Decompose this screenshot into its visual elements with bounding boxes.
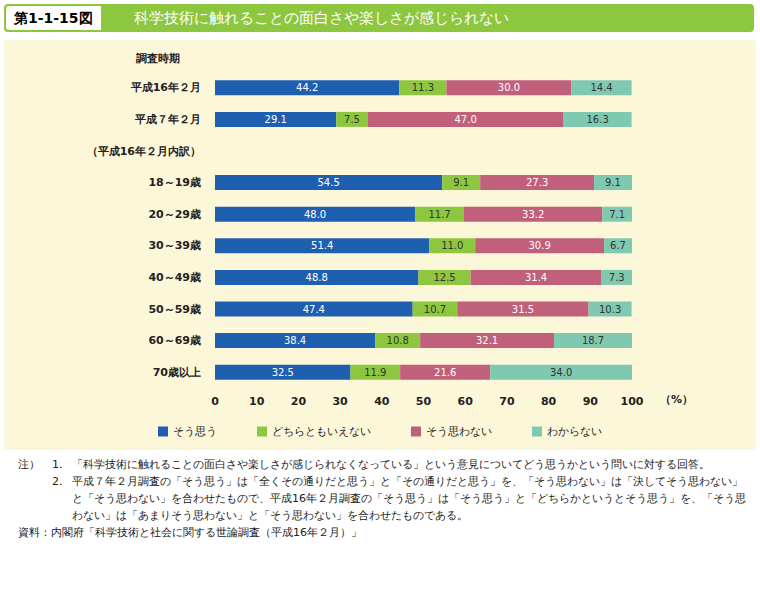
html-text:注）: 注） [18,458,40,471]
svg-text:30.0: 30.0 [498,82,520,93]
svg-text:30.9: 30.9 [529,240,551,251]
svg-text:40～49歳: 40～49歳 [148,271,201,284]
svg-text:どちらともいえない: どちらともいえない [272,425,371,438]
svg-text:32.1: 32.1 [476,335,498,346]
svg-text:18～19歳: 18～19歳 [148,176,201,189]
svg-text:80: 80 [541,395,557,408]
html-text:平成７年２月調査の「そう思う」は「全くその通りだと思う」と「: 平成７年２月調査の「そう思う」は「全くその通りだと思う」と「その通りだと思う」を… [72,475,746,522]
svg-text:7.1: 7.1 [609,209,625,220]
svg-text:7.5: 7.5 [344,114,360,125]
svg-text:60: 60 [458,395,474,408]
svg-text:そう思わない: そう思わない [426,425,492,438]
svg-text:48.8: 48.8 [306,272,328,283]
svg-text:40: 40 [374,395,390,408]
svg-text:100: 100 [621,395,644,408]
svg-text:70歳以上: 70歳以上 [153,366,201,379]
svg-text:11.3: 11.3 [412,82,434,93]
svg-text:10.7: 10.7 [424,304,446,315]
svg-text:11.7: 11.7 [428,209,450,220]
svg-text:31.4: 31.4 [525,272,547,283]
svg-text:51.4: 51.4 [311,240,333,251]
svg-text:7.3: 7.3 [609,272,625,283]
html-text:第1-1-15図: 第1-1-15図 [14,10,93,26]
svg-text:そう思う: そう思う [173,425,217,438]
svg-text:12.5: 12.5 [433,272,455,283]
svg-text:34.0: 34.0 [550,367,572,378]
svg-text:44.2: 44.2 [296,82,318,93]
svg-text:11.0: 11.0 [441,240,463,251]
svg-text:48.0: 48.0 [304,209,326,220]
svg-text:10.3: 10.3 [599,304,621,315]
svg-text:わからない: わからない [547,425,602,438]
svg-text:10.8: 10.8 [387,335,409,346]
svg-text:54.5: 54.5 [317,177,339,188]
svg-text:20～29歳: 20～29歳 [148,208,201,221]
svg-text:9.1: 9.1 [605,177,621,188]
html-text:2.: 2. [52,475,63,488]
svg-text:21.6: 21.6 [434,367,456,378]
svg-text:18.7: 18.7 [582,335,604,346]
svg-text:38.4: 38.4 [284,335,306,346]
svg-text:10: 10 [249,395,265,408]
svg-text:平成７年２月: 平成７年２月 [134,113,201,126]
svg-text:調査時期: 調査時期 [136,52,180,65]
svg-text:平成16年２月: 平成16年２月 [130,81,201,94]
svg-text:70: 70 [499,395,515,408]
svg-text:60～69歳: 60～69歳 [148,334,201,347]
svg-text:47.0: 47.0 [454,114,476,125]
svg-text:6.7: 6.7 [610,240,626,251]
html-text:資料：内閣府「科学技術と社会に関する世論調査（平成16年２月: 資料：内閣府「科学技術と社会に関する世論調査（平成16年２月）」 [18,526,362,539]
html-text:1.: 1. [52,458,63,471]
svg-text:（平成16年２月内訳）: （平成16年２月内訳） [87,145,201,158]
svg-text:90: 90 [583,395,599,408]
svg-text:30: 30 [332,395,348,408]
svg-text:47.4: 47.4 [303,304,325,315]
svg-text:16.3: 16.3 [586,114,608,125]
svg-text:9.1: 9.1 [453,177,469,188]
svg-text:29.1: 29.1 [265,114,287,125]
svg-text:30～39歳: 30～39歳 [148,239,201,252]
html-text:「科学技術に触れることの面白さや楽しさが感じられなくなってい: 「科学技術に触れることの面白さや楽しさが感じられなくなっている」という意見につい… [72,458,710,471]
svg-text:20: 20 [291,395,307,408]
html-text:科学技術に触れることの面白さや楽しさが感じられない: 科学技術に触れることの面白さや楽しさが感じられない [134,9,509,27]
svg-text:11.9: 11.9 [364,367,386,378]
svg-text:（%）: （%） [660,393,693,406]
svg-text:33.2: 33.2 [522,209,544,220]
svg-text:31.5: 31.5 [512,304,534,315]
svg-text:50～59歳: 50～59歳 [148,303,201,316]
svg-text:27.3: 27.3 [526,177,548,188]
svg-text:32.5: 32.5 [272,367,294,378]
svg-text:14.4: 14.4 [590,82,612,93]
svg-text:50: 50 [416,395,432,408]
svg-text:0: 0 [211,395,219,408]
